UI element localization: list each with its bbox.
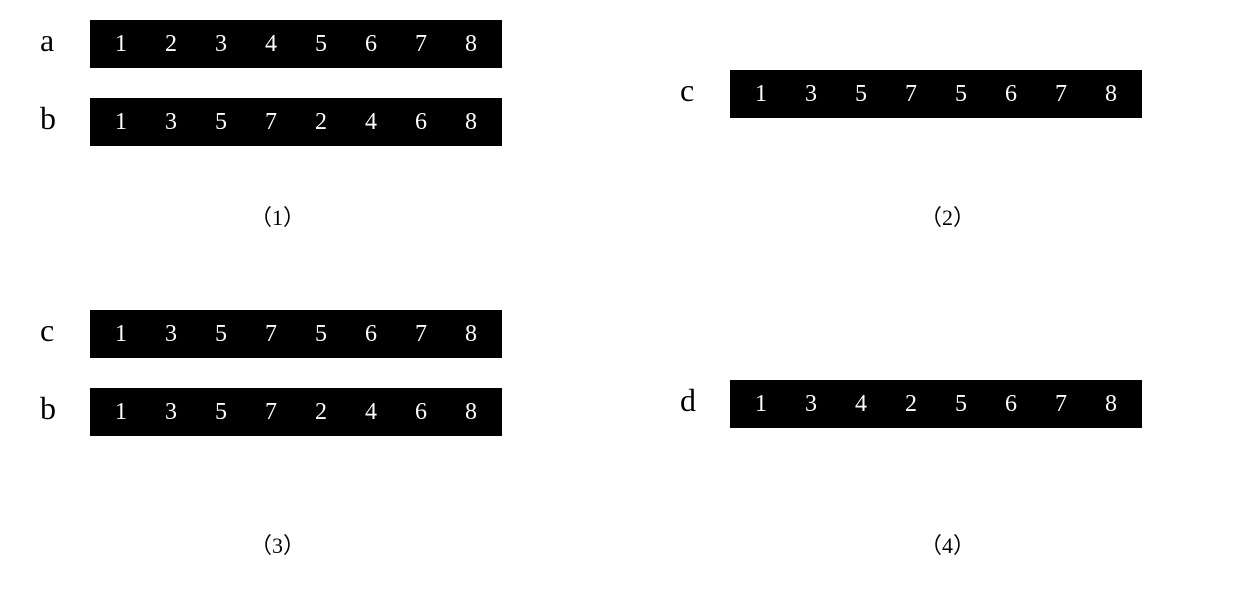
bar-c2: 1 3 5 7 5 6 7 8 — [90, 310, 502, 358]
panel-1: a 1 2 3 4 5 6 7 8 b 1 3 5 7 2 4 6 8 — [40, 20, 502, 176]
cell: 6 — [346, 31, 396, 58]
cell: 1 — [96, 109, 146, 136]
cell: 7 — [396, 31, 446, 58]
row-label-c: c — [680, 72, 730, 109]
cell: 3 — [786, 81, 836, 108]
cell: 6 — [986, 81, 1036, 108]
panel-3-row-c: c 1 3 5 7 5 6 7 8 — [40, 310, 502, 358]
cell: 7 — [246, 109, 296, 136]
row-label-d: d — [680, 382, 730, 419]
cell: 5 — [196, 109, 246, 136]
cell: 3 — [786, 391, 836, 418]
cell: 5 — [196, 399, 246, 426]
cell: 1 — [736, 81, 786, 108]
cell: 6 — [396, 399, 446, 426]
cell: 5 — [296, 31, 346, 58]
cell: 7 — [396, 321, 446, 348]
cell: 2 — [296, 399, 346, 426]
bar-b2: 1 3 5 7 2 4 6 8 — [90, 388, 502, 436]
row-label-b: b — [40, 390, 90, 427]
cell: 7 — [1036, 81, 1086, 108]
row-label-b: b — [40, 100, 90, 137]
cell: 1 — [96, 399, 146, 426]
cell: 2 — [886, 391, 936, 418]
cell: 4 — [346, 109, 396, 136]
bar-a: 1 2 3 4 5 6 7 8 — [90, 20, 502, 68]
panel-2-row-c: c 1 3 5 7 5 6 7 8 — [680, 70, 1142, 118]
cell: 4 — [346, 399, 396, 426]
cell: 5 — [936, 391, 986, 418]
cell: 4 — [836, 391, 886, 418]
cell: 8 — [1086, 391, 1136, 418]
cell: 3 — [146, 399, 196, 426]
cell: 1 — [96, 321, 146, 348]
panel-3-row-b: b 1 3 5 7 2 4 6 8 — [40, 388, 502, 436]
panel-1-caption: （1） — [250, 200, 305, 232]
cell: 6 — [346, 321, 396, 348]
bar-c: 1 3 5 7 5 6 7 8 — [730, 70, 1142, 118]
cell: 8 — [1086, 81, 1136, 108]
cell: 3 — [146, 109, 196, 136]
panel-1-row-b: b 1 3 5 7 2 4 6 8 — [40, 98, 502, 146]
row-label-c: c — [40, 312, 90, 349]
cell: 4 — [246, 31, 296, 58]
cell: 6 — [396, 109, 446, 136]
cell: 3 — [146, 321, 196, 348]
cell: 2 — [296, 109, 346, 136]
cell: 5 — [296, 321, 346, 348]
cell: 7 — [1036, 391, 1086, 418]
cell: 6 — [986, 391, 1036, 418]
panel-3: c 1 3 5 7 5 6 7 8 b 1 3 5 7 2 4 6 8 — [40, 310, 502, 466]
row-label-a: a — [40, 22, 90, 59]
panel-4-caption: （4） — [920, 528, 975, 560]
panel-4-row-d: d 1 3 4 2 5 6 7 8 — [680, 380, 1142, 428]
cell: 3 — [196, 31, 246, 58]
cell: 5 — [936, 81, 986, 108]
cell: 1 — [96, 31, 146, 58]
cell: 8 — [446, 321, 496, 348]
panel-2: c 1 3 5 7 5 6 7 8 — [680, 70, 1142, 148]
cell: 8 — [446, 31, 496, 58]
cell: 5 — [196, 321, 246, 348]
cell: 2 — [146, 31, 196, 58]
cell: 7 — [246, 399, 296, 426]
cell: 8 — [446, 399, 496, 426]
cell: 1 — [736, 391, 786, 418]
figure-canvas: a 1 2 3 4 5 6 7 8 b 1 3 5 7 2 4 6 8 — [0, 0, 1240, 596]
panel-1-row-a: a 1 2 3 4 5 6 7 8 — [40, 20, 502, 68]
cell: 7 — [886, 81, 936, 108]
cell: 5 — [836, 81, 886, 108]
cell: 8 — [446, 109, 496, 136]
bar-b: 1 3 5 7 2 4 6 8 — [90, 98, 502, 146]
panel-2-caption: （2） — [920, 200, 975, 232]
panel-4: d 1 3 4 2 5 6 7 8 — [680, 380, 1142, 458]
bar-d: 1 3 4 2 5 6 7 8 — [730, 380, 1142, 428]
panel-3-caption: （3） — [250, 528, 305, 560]
cell: 7 — [246, 321, 296, 348]
